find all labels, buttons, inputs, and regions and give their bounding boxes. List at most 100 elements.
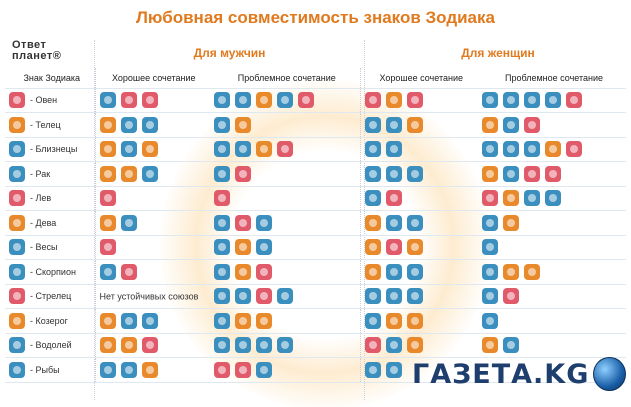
zodiac-sign-icon <box>120 92 137 109</box>
zodiac-sign-icon <box>364 116 381 133</box>
zodiac-sign-icon <box>503 165 519 182</box>
sign-name: - Водолей <box>30 340 72 351</box>
logo-line-1: Ответ <box>12 39 47 51</box>
men-problem-cell <box>208 357 361 383</box>
zodiac-sign-icon <box>482 116 498 133</box>
women-good-cell <box>360 284 478 309</box>
table-row: - Телец <box>5 112 626 138</box>
zodiac-sign-icon <box>364 312 381 329</box>
zodiac-sign-icon <box>364 92 381 109</box>
zodiac-sign-icon <box>524 190 540 207</box>
zodiac-sign-icon <box>277 141 293 158</box>
zodiac-sign-icon <box>235 214 251 231</box>
zodiac-sign-icon <box>214 165 230 182</box>
zodiac-sign-icon <box>9 165 25 182</box>
zodiac-sign-icon <box>120 337 137 354</box>
zodiac-sign-icon <box>385 312 402 329</box>
zodiac-sign-icon <box>235 361 251 378</box>
women-good-cell <box>360 259 478 285</box>
men-problem-cell <box>208 186 361 211</box>
zodiac-sign-icon <box>385 263 402 280</box>
zodiac-sign-icon <box>503 190 519 207</box>
sign-name: - Весы <box>30 242 58 253</box>
men-good-cell <box>95 308 208 334</box>
women-problem-cell <box>478 259 626 285</box>
women-problem-cell <box>478 186 626 211</box>
zodiac-sign-icon <box>120 165 137 182</box>
table-row: - Овен <box>5 88 626 113</box>
sign-name: - Близнецы <box>30 144 78 155</box>
no-unions-note: Нет устойчивых союзов <box>99 291 199 302</box>
sign-name: - Рак <box>30 168 51 179</box>
zodiac-sign-icon <box>482 141 498 158</box>
zodiac-sign-icon <box>482 214 498 231</box>
zodiac-sign-icon <box>524 116 540 133</box>
zodiac-sign-icon <box>406 312 423 329</box>
zodiac-sign-icon <box>482 165 498 182</box>
zodiac-sign-icon <box>364 214 381 231</box>
page-title: Любовная совместимость знаков Зодиака <box>136 8 495 27</box>
men-good-cell <box>95 235 208 260</box>
zodiac-sign-icon <box>214 361 230 378</box>
zodiac-sign-icon <box>214 92 230 109</box>
zodiac-sign-icon <box>503 214 519 231</box>
zodiac-sign-icon <box>545 141 561 158</box>
table-row: - Весы <box>5 235 626 260</box>
sign-cell: - Рыбы <box>5 357 96 383</box>
zodiac-sign-icon <box>235 116 251 133</box>
women-good-cell <box>360 357 478 383</box>
men-good-cell <box>95 210 208 236</box>
sign-cell: - Козерог <box>5 308 96 334</box>
men-problem-cell <box>208 137 361 162</box>
sign-cell: - Телец <box>5 112 96 138</box>
zodiac-sign-icon <box>256 312 272 329</box>
women-good-column-header: Хорошее сочетание <box>360 68 478 89</box>
zodiac-sign-icon <box>214 263 230 280</box>
women-good-cell <box>360 88 478 113</box>
women-problem-cell <box>478 284 626 309</box>
men-problem-cell <box>208 235 361 260</box>
men-problem-cell <box>208 112 361 138</box>
zodiac-sign-icon <box>277 92 293 109</box>
zodiac-sign-icon <box>406 165 423 182</box>
zodiac-sign-icon <box>482 92 498 109</box>
zodiac-sign-icon <box>141 361 158 378</box>
women-problem-cell <box>478 88 626 113</box>
zodiac-sign-icon <box>385 141 402 158</box>
zodiac-sign-icon <box>545 165 561 182</box>
zodiac-sign-icon <box>385 92 402 109</box>
zodiac-sign-icon <box>524 141 540 158</box>
zodiac-sign-icon <box>99 239 116 256</box>
zodiac-sign-icon <box>99 141 116 158</box>
sign-name: - Телец <box>30 119 61 130</box>
zodiac-sign-icon <box>364 288 381 305</box>
zodiac-sign-icon <box>9 116 25 133</box>
zodiac-sign-icon <box>503 263 519 280</box>
zodiac-sign-icon <box>256 141 272 158</box>
zodiac-sign-icon <box>482 288 498 305</box>
zodiac-sign-icon <box>482 239 498 256</box>
men-good-cell <box>95 259 208 285</box>
logo: Ответ планет® <box>12 40 86 62</box>
zodiac-sign-icon <box>503 337 519 354</box>
zodiac-sign-icon <box>99 190 116 207</box>
for-men-header: Для мужчин <box>193 46 266 60</box>
zodiac-sign-icon <box>566 92 582 109</box>
zodiac-sign-icon <box>406 214 423 231</box>
sign-cell: - Весы <box>5 235 96 260</box>
men-problem-cell <box>208 210 361 236</box>
women-problem-cell <box>478 333 626 358</box>
men-good-cell <box>95 88 208 113</box>
zodiac-sign-icon <box>524 92 540 109</box>
zodiac-sign-icon <box>214 190 230 207</box>
men-problem-cell <box>208 284 361 309</box>
zodiac-sign-icon <box>120 263 137 280</box>
zodiac-sign-icon <box>482 312 498 329</box>
table-row: - Дева <box>5 210 626 236</box>
men-good-cell <box>95 333 208 358</box>
zodiac-sign-icon <box>120 361 137 378</box>
zodiac-sign-icon <box>364 190 381 207</box>
zodiac-sign-icon <box>406 116 423 133</box>
women-good-cell <box>360 235 478 260</box>
for-women-header: Для женщин <box>461 46 535 60</box>
